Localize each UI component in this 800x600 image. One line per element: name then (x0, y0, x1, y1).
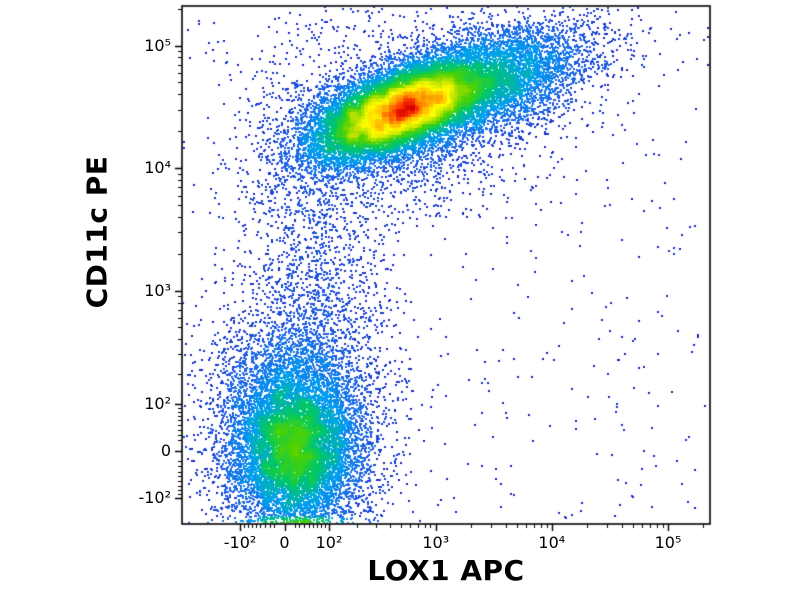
x-tick-label: 10⁵ (654, 533, 682, 552)
x-tick-label: 10³ (422, 533, 450, 552)
x-tick-label: -10² (223, 533, 257, 552)
x-axis-label: LOX1 APC (367, 554, 525, 587)
x-tick-label: 0 (279, 533, 290, 552)
y-tick-label: 0 (160, 440, 171, 460)
y-tick-label: 10⁴ (144, 158, 171, 178)
y-tick-label: 10³ (144, 280, 171, 300)
x-tick-label: 10⁴ (538, 533, 566, 552)
y-tick-label: 10⁵ (144, 35, 171, 55)
y-axis-label: CD11c PE (80, 155, 114, 309)
y-tick-label: -10² (138, 487, 171, 507)
y-tick-label: 10² (144, 393, 171, 413)
x-tick-label: 10² (315, 533, 343, 552)
